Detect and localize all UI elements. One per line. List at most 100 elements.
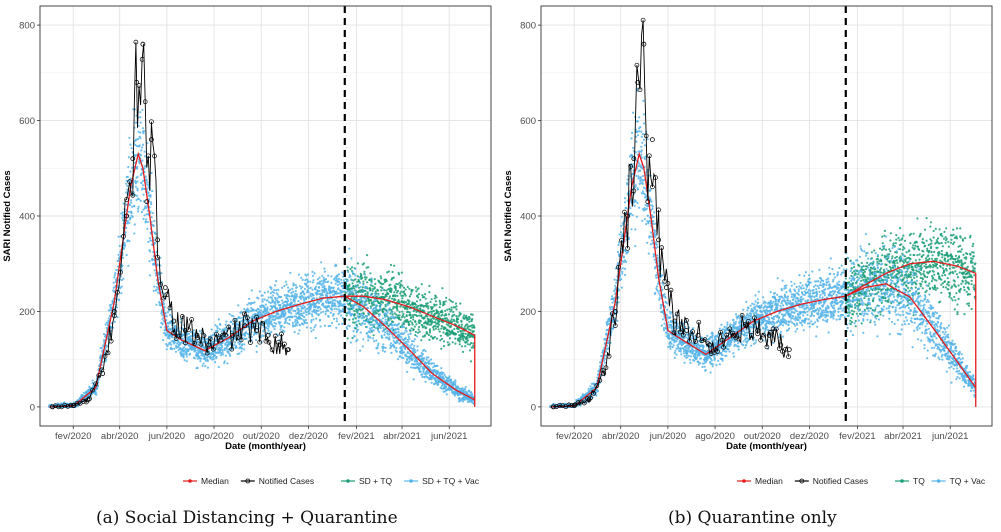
sim-point: [294, 309, 297, 313]
sim-point: [319, 325, 322, 328]
sim-point: [454, 381, 457, 384]
sim-point: [383, 350, 387, 353]
sim-point: [402, 357, 405, 360]
sim-point: [218, 333, 221, 336]
sim-point: [136, 187, 139, 190]
sim-point: [283, 326, 286, 329]
sim-point: [417, 287, 420, 290]
sim-point: [117, 235, 120, 238]
sim-point: [430, 312, 433, 315]
sim-point: [359, 285, 362, 288]
sim-point: [419, 320, 422, 323]
sim-point: [293, 300, 296, 303]
sim-point: [434, 327, 437, 330]
sim-point: [126, 219, 129, 223]
sim-point: [414, 320, 417, 323]
sim-point: [267, 327, 270, 330]
sim-point: [139, 121, 142, 124]
sim-point: [309, 280, 312, 283]
sim-point: [310, 321, 313, 324]
sim-point: [147, 186, 150, 189]
legend-item: SD + TQ: [341, 476, 393, 486]
sim-point: [113, 276, 116, 279]
sim-point: [151, 258, 154, 261]
sim-point: [274, 296, 277, 299]
sim-point: [268, 323, 271, 326]
sim-point: [120, 212, 123, 215]
sim-point: [228, 313, 231, 316]
sim-point: [362, 283, 365, 286]
sim-point: [427, 307, 430, 310]
sim-point: [155, 303, 158, 306]
sim-point: [287, 290, 290, 293]
sim-point: [199, 357, 202, 360]
sim-point: [298, 285, 302, 288]
sim-point: [149, 194, 152, 197]
sim-point: [458, 397, 461, 400]
sim-point: [294, 290, 297, 293]
sim-point: [144, 205, 147, 208]
sim-point: [139, 199, 142, 202]
sim-point: [382, 282, 385, 285]
sim-point: [401, 310, 404, 313]
sim-point: [233, 337, 236, 340]
x-tick-label: fev/2021: [338, 431, 374, 442]
sim-point: [151, 212, 154, 215]
grid: [40, 6, 491, 426]
sim-point: [189, 352, 192, 355]
sim-point: [145, 218, 148, 221]
sim-point: [250, 301, 253, 305]
sim-point: [408, 337, 411, 340]
sim-point: [395, 346, 398, 350]
sim-point: [466, 343, 469, 346]
sim-point: [356, 338, 359, 341]
sim-point: [392, 320, 395, 324]
sim-point: [387, 317, 390, 320]
sim-point: [261, 294, 264, 297]
sim-point: [147, 191, 150, 194]
sim-point: [312, 279, 315, 282]
sim-point: [311, 281, 315, 284]
sim-point: [129, 177, 132, 180]
sim-point: [415, 300, 419, 303]
sim-point: [153, 242, 156, 245]
sim-point: [447, 313, 450, 316]
sim-point: [405, 340, 408, 343]
sim-point: [219, 348, 222, 351]
sim-point: [418, 314, 421, 317]
sim-point: [448, 375, 451, 378]
sim-point: [270, 330, 273, 333]
sim-point: [412, 328, 415, 331]
sim-point: [339, 302, 342, 305]
sim-point: [464, 385, 467, 389]
sim-point: [454, 302, 458, 305]
legend-item: Notified Cases: [240, 476, 314, 486]
sim-point: [305, 313, 308, 316]
sim-point: [421, 373, 424, 376]
sim-point: [139, 111, 142, 114]
sim-point: [385, 280, 388, 283]
sim-point: [373, 323, 376, 326]
sim-point: [424, 334, 427, 337]
y-tick-label: 800: [19, 21, 35, 32]
sim-point: [457, 318, 460, 321]
sim-point: [404, 294, 407, 297]
sim-point: [359, 331, 362, 334]
sim-point: [402, 325, 406, 329]
sim-point: [400, 290, 403, 293]
sim-point: [391, 313, 394, 316]
sim-point: [312, 328, 315, 331]
sim-point: [162, 300, 165, 303]
sim-point: [136, 180, 139, 183]
sim-point: [305, 282, 308, 286]
sim-point: [361, 300, 364, 303]
sim-point: [439, 334, 442, 337]
sim-point: [389, 342, 393, 345]
sim-point: [196, 366, 199, 369]
sim-point: [311, 288, 314, 291]
sim-point: [139, 131, 142, 134]
sim-point: [146, 227, 149, 230]
sim-point: [145, 178, 148, 181]
sim-point: [472, 324, 475, 327]
